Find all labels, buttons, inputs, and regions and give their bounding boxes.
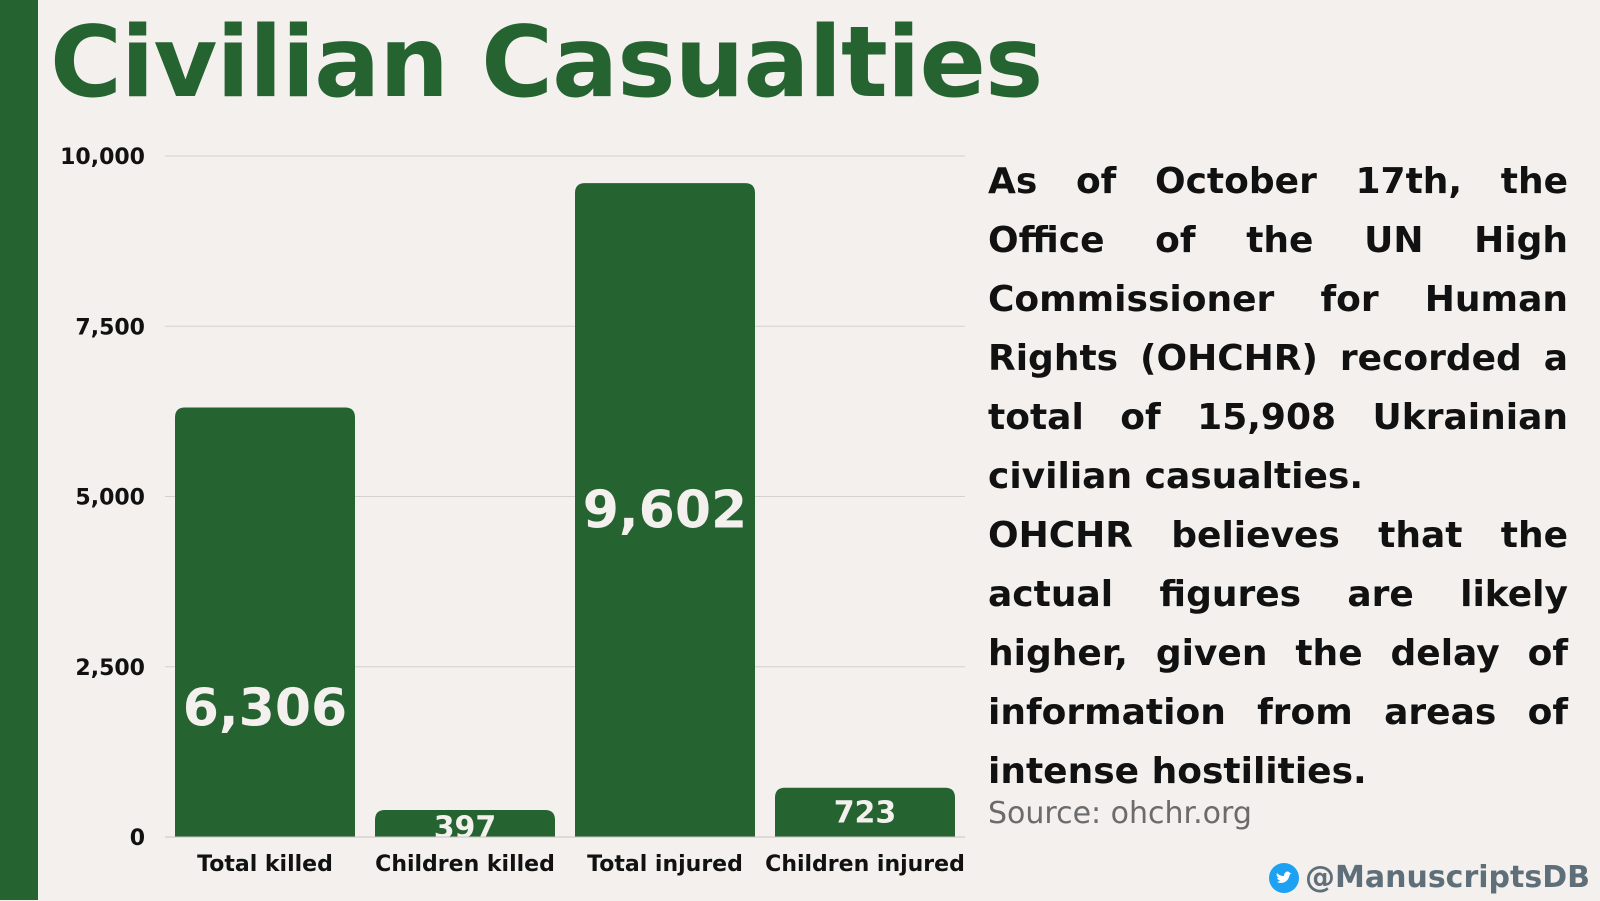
y-tick-label: 7,500: [75, 315, 145, 340]
x-category-label: Total killed: [197, 852, 333, 877]
bar-value-label: 723: [834, 795, 897, 830]
y-tick-label: 5,000: [75, 486, 145, 511]
page-title: Civilian Casualties: [50, 6, 1043, 120]
description-paragraph-2: OHCHR believes that the actual figures a…: [988, 515, 1568, 792]
bar-value-label: 6,306: [183, 679, 347, 739]
x-category-label: Total injured: [587, 852, 743, 877]
description: As of October 17th, the Office of the UN…: [988, 152, 1568, 801]
twitter-handle[interactable]: @ManuscriptsDB: [1269, 860, 1590, 895]
bar: [575, 183, 755, 837]
x-category-label: Children injured: [765, 852, 965, 877]
y-tick-label: 0: [130, 826, 145, 851]
bar: [375, 809, 555, 837]
description-paragraph-1: As of October 17th, the Office of the UN…: [988, 161, 1568, 497]
x-category-label: Children killed: [375, 852, 555, 877]
bar-value-label: 9,602: [583, 480, 747, 540]
bar-chart: 0 2,500 5,000 7,500 10,000 6,306 Total killed 3…: [60, 145, 965, 877]
bar: [175, 407, 355, 837]
y-tick-label: 2,500: [75, 656, 145, 681]
source-text: Source: ohchr.org: [988, 796, 1252, 831]
bar-value-label: 397: [434, 810, 497, 845]
y-tick-label: 10,000: [60, 145, 145, 170]
twitter-icon: [1269, 862, 1300, 893]
bar: [775, 787, 955, 837]
twitter-handle-text: @ManuscriptsDB: [1305, 860, 1590, 895]
sidebar-accent-bar: [0, 0, 38, 900]
